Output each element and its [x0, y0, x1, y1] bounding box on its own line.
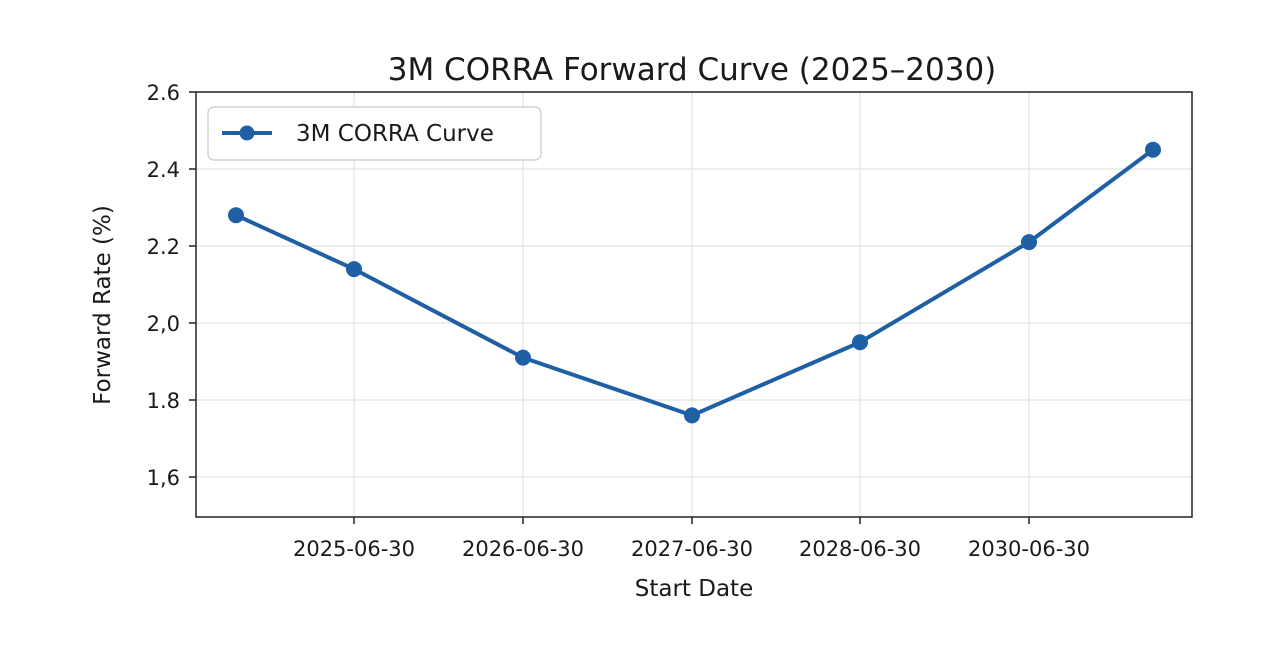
x-tick-label: 2026-06-30	[462, 537, 584, 561]
x-tick-label: 2028-06-30	[799, 537, 921, 561]
data-point-marker	[1145, 141, 1161, 158]
data-point-marker	[346, 261, 362, 278]
legend-marker-swatch	[239, 125, 255, 141]
x-tick-label: 2027-06-30	[631, 537, 753, 561]
series-line	[234, 147, 1155, 418]
y-tick-label: 2.2	[147, 235, 180, 259]
data-point-marker	[852, 334, 868, 351]
data-point-marker	[1021, 234, 1037, 251]
y-tick-label: 2.4	[147, 158, 180, 182]
data-point-marker	[228, 207, 244, 224]
y-tick-label: 1.8	[147, 389, 180, 413]
y-tick-label: 1,6	[147, 466, 180, 490]
x-tick-label: 2025-06-30	[293, 537, 415, 561]
chart-title: 3M CORRA Forward Curve (2025–2030)	[388, 52, 997, 88]
data-point-marker	[515, 349, 531, 366]
legend-box	[207, 106, 542, 161]
x-axis-label: Start Date	[635, 576, 753, 602]
legend-label: 3M CORRA Curve	[296, 121, 494, 147]
plot-area	[195, 91, 1193, 518]
y-tick-label: 2,0	[147, 312, 180, 336]
series-layer	[228, 141, 1161, 424]
x-tick-label: 2030-06-30	[968, 537, 1090, 561]
axis-ticks: 1,6 1.8 2,0 2.2 2.4 2.6 2025-06-30 2026-06-30 20…	[147, 81, 1090, 561]
data-point-marker	[684, 407, 700, 424]
legend: 3M CORRA Curve	[207, 106, 542, 161]
y-axis-label: Forward Rate (%)	[90, 205, 116, 405]
y-tick-label: 2.6	[147, 81, 180, 105]
